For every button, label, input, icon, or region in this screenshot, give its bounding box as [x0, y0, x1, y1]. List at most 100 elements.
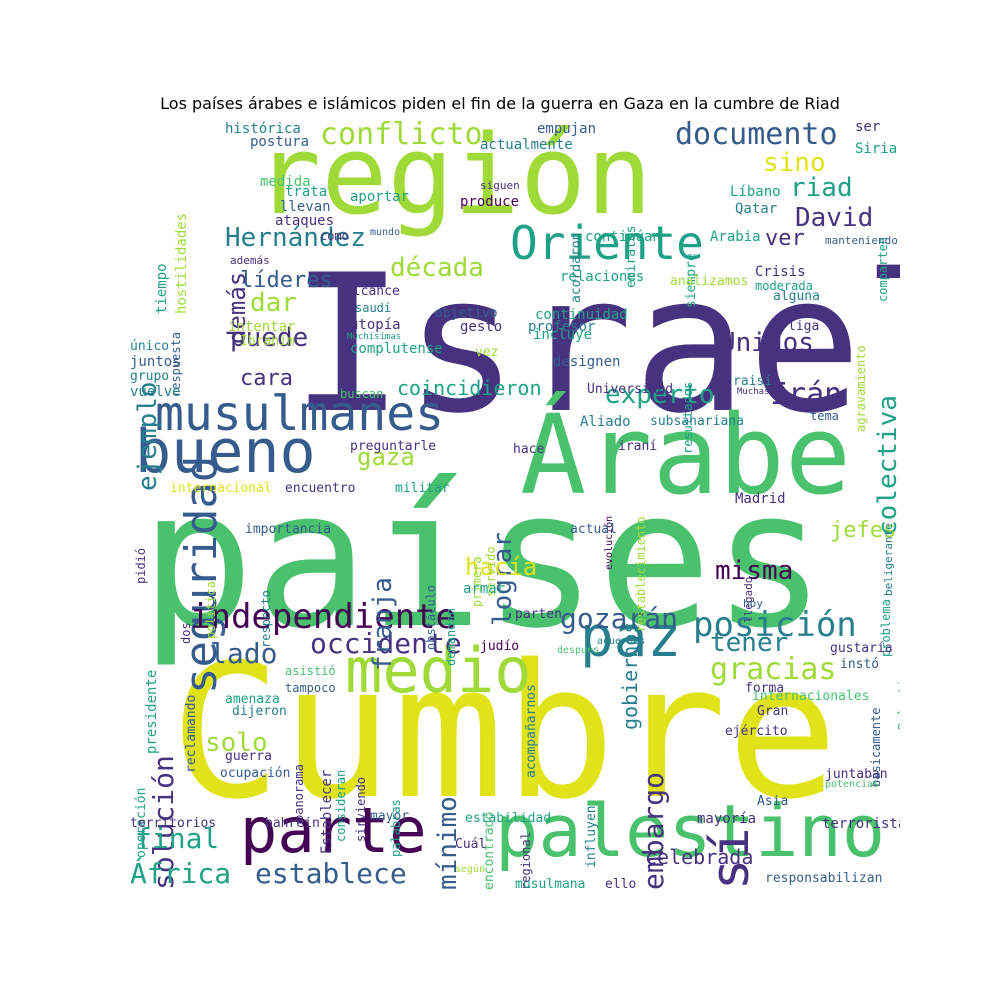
word-w80: Arabia — [710, 229, 761, 245]
word-w130: actual — [570, 522, 617, 537]
word-w33: misma — [715, 556, 794, 586]
word-w176: estabilidad — [465, 811, 552, 826]
word-w92: objetivo — [435, 306, 498, 321]
word-w129: importancia — [245, 522, 332, 537]
word-w124: militar — [395, 481, 450, 496]
word-w116: preguntarle — [350, 439, 437, 454]
word-w109: Universidad — [587, 382, 674, 397]
word-w172: Asia — [757, 794, 789, 809]
word-w17: posición — [693, 605, 857, 645]
word-w110: raisi — [733, 374, 773, 389]
word-w12: paz — [580, 605, 682, 670]
word-w41: riad — [790, 173, 853, 203]
word-w79: continúan — [585, 229, 661, 245]
word-cloud: IsraelpaísesCumbre región Árabe palestino mu… — [125, 120, 900, 890]
word-w118: iraní — [618, 439, 658, 454]
word-w63: medida — [260, 174, 311, 190]
word-w70: produce — [460, 194, 520, 210]
word-w61: tiempo — [154, 263, 170, 314]
word-w127: pidió — [134, 547, 148, 584]
word-w160: Establecer — [319, 769, 335, 854]
word-w90: utopía — [350, 317, 401, 333]
word-w156: dijeron — [232, 704, 287, 719]
word-w180: musulmana — [515, 877, 586, 890]
word-w128: Madrid — [735, 491, 786, 507]
word-w115: subsahariana — [650, 414, 744, 429]
word-w62: hostilidades — [174, 212, 190, 314]
word-w7: bueno — [135, 417, 316, 487]
word-w6: musulmanes — [155, 386, 444, 442]
word-w165: ejército — [725, 724, 788, 739]
word-w55: histórica — [225, 121, 301, 137]
word-w9: medio — [345, 634, 532, 707]
word-w59: ser — [855, 120, 881, 135]
word-w168: ocupación — [220, 766, 291, 781]
word-w47: líderes — [240, 268, 333, 293]
word-w85: Crisis — [755, 264, 806, 280]
word-w22: década — [390, 253, 484, 283]
word-w68: mundo — [370, 227, 401, 238]
word-w123: encuentro — [285, 481, 356, 496]
word-w142: acuerdos — [597, 636, 646, 647]
word-w42: ver — [765, 226, 805, 251]
word-w134: política — [204, 581, 218, 639]
word-w107: complutense — [350, 341, 443, 357]
word-w87: alguna — [773, 289, 820, 304]
word-w146: acompañarnos — [524, 684, 539, 778]
word-w140: presidente — [144, 669, 160, 754]
word-w26: occidente — [310, 627, 462, 660]
word-w50: solo — [205, 728, 268, 758]
word-w94: profesor — [528, 319, 596, 335]
word-w174: territorios — [130, 816, 217, 831]
word-w64: trata — [285, 184, 328, 200]
word-w152: internacionales — [752, 689, 870, 704]
word-w78: manteniendo — [825, 234, 898, 247]
word-w83: relaciones — [560, 269, 645, 285]
word-w56: postura — [250, 134, 310, 150]
word-w126: restablecimiento — [634, 516, 648, 632]
word-w96: incluye — [533, 327, 593, 343]
word-w108: vez — [475, 345, 499, 360]
word-w103: único — [130, 339, 170, 354]
word-w40: sino — [763, 148, 826, 178]
chart-title: Los países árabes e islámicos piden el f… — [160, 94, 840, 113]
word-w60: Siria — [855, 141, 898, 157]
word-w44: puede — [230, 323, 309, 353]
word-w86: moderada — [755, 279, 813, 293]
word-w20: David — [795, 203, 874, 233]
word-w136: obstáculo — [424, 584, 438, 650]
word-w117: hace — [513, 442, 545, 457]
word-w121: beligerante — [882, 523, 895, 596]
word-w52: celebrada — [645, 845, 754, 869]
word-w66: ataques — [275, 213, 335, 229]
word-w2: Cumbre — [170, 624, 839, 840]
word-w71: siguen — [480, 179, 520, 192]
word-w57: actualmente — [480, 137, 573, 153]
word-w164: influyen — [584, 805, 599, 868]
word-w114: Aliado — [580, 414, 631, 430]
word-w143: Palestina — [896, 664, 900, 730]
word-w58: empujan — [537, 121, 597, 137]
word-w170: juntaban — [825, 767, 888, 782]
word-w49: lado — [210, 637, 278, 670]
word-w65: llevan — [280, 199, 331, 215]
word-w67: cómo — [320, 229, 349, 243]
word-w88: alcance — [345, 284, 400, 299]
word-w99: agravamiento — [854, 345, 868, 432]
word-w171: potencias — [825, 779, 880, 790]
word-w106: vuelve — [130, 384, 181, 400]
word-w175: bahrein — [265, 816, 320, 831]
word-w138: armar — [463, 581, 506, 597]
word-w161: consideran — [334, 769, 348, 842]
word-w157: Gran — [757, 704, 789, 719]
word-w167: sirviendo — [354, 776, 368, 842]
word-w39: Irán — [770, 377, 843, 412]
word-w23: Unidos — [720, 328, 814, 358]
word-w133: dos — [179, 622, 193, 644]
word-w177: mayoría — [697, 811, 757, 827]
word-w84: analizamos — [670, 274, 749, 289]
word-w141: parten — [515, 607, 562, 622]
word-w162: palabras — [389, 799, 403, 857]
word-w36: hacía — [465, 553, 538, 581]
word-w81: además — [230, 254, 270, 267]
